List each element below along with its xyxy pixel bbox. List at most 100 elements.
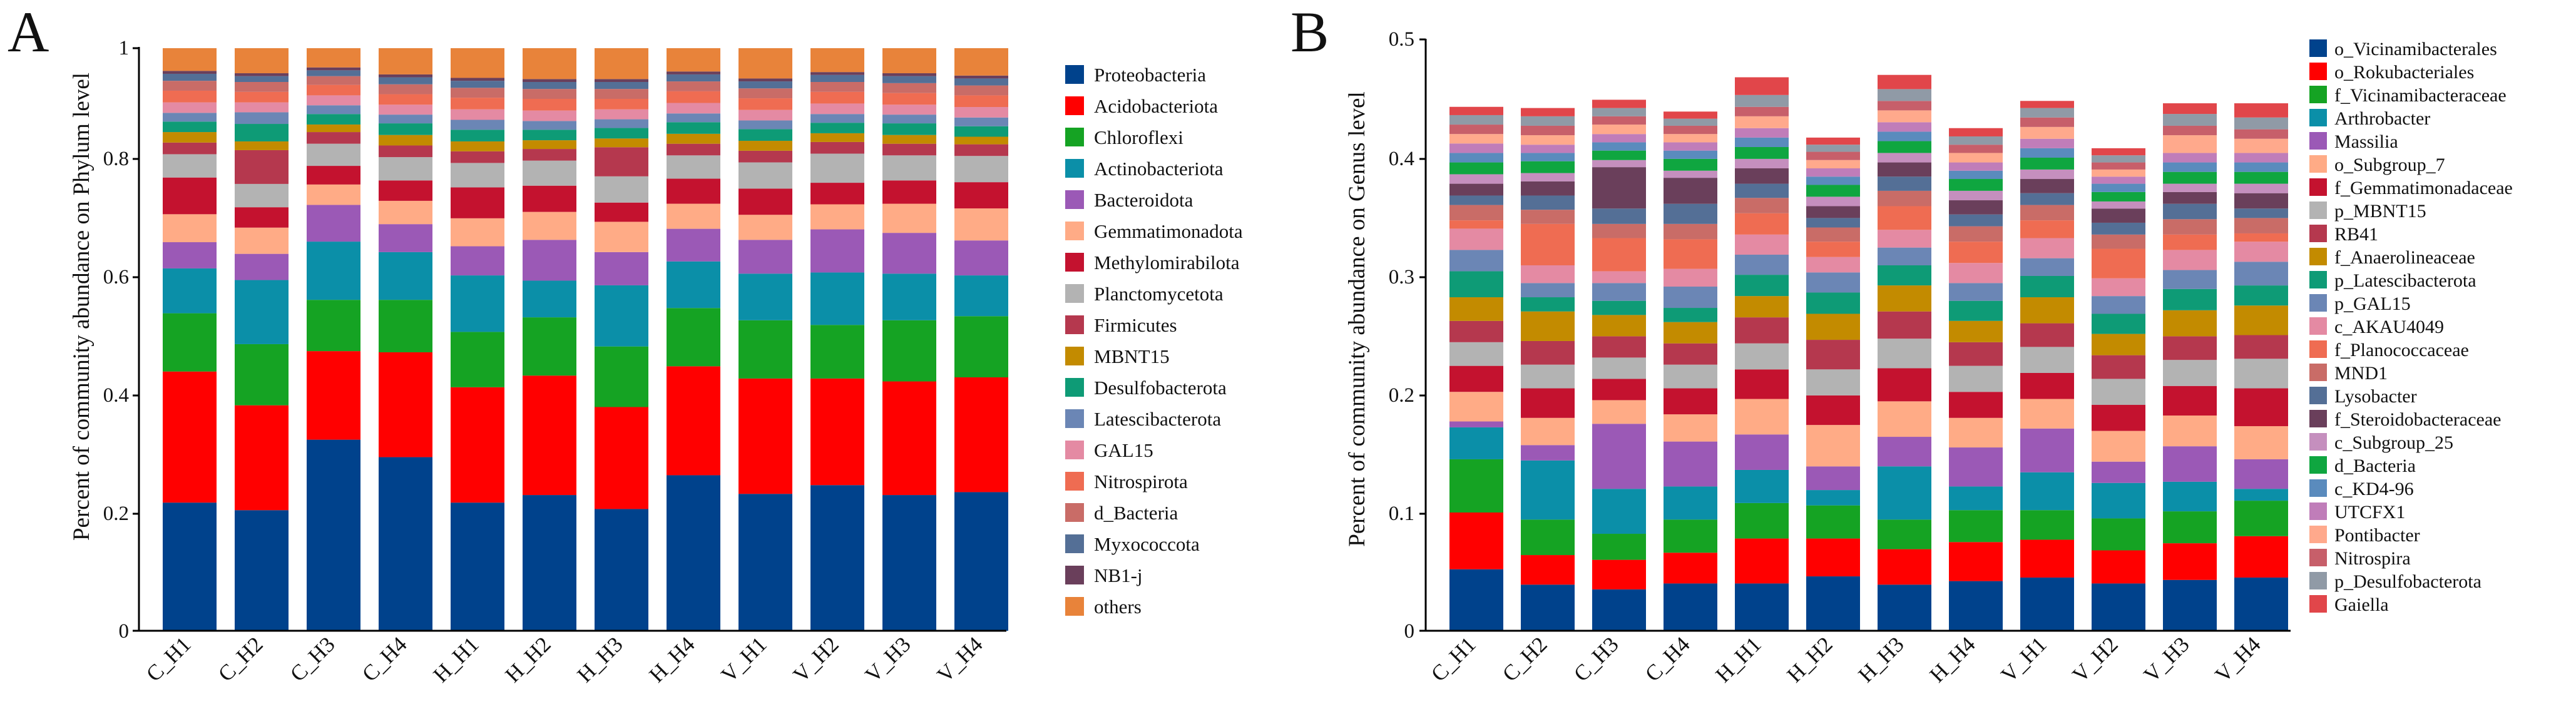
legend-swatch bbox=[2309, 387, 2327, 404]
panel-a-bar-segment bbox=[954, 78, 1008, 86]
panel-a-bar-segment bbox=[667, 261, 720, 309]
panel-b-bar-segment bbox=[1449, 342, 1503, 366]
panel-b-bar-segment bbox=[2163, 114, 2217, 126]
panel-b-bar-segment bbox=[1949, 128, 2003, 136]
panel-a-ytick-label: 0.6 bbox=[103, 266, 129, 288]
panel-b-bar-segment bbox=[1878, 247, 1931, 265]
panel-b-bar-segment bbox=[1949, 242, 2003, 263]
panel-b-bar-segment bbox=[1664, 388, 1717, 415]
panel-a-bar-segment bbox=[595, 202, 648, 222]
panel-b-bar-segment bbox=[1449, 125, 1503, 135]
panel-b-bar-segment bbox=[2163, 135, 2217, 153]
panel-a-bar-segment bbox=[523, 185, 576, 212]
legend-label: Myxococcota bbox=[1094, 533, 1200, 555]
panel-b-bar-segment bbox=[2163, 446, 2217, 482]
panel-b-bar-segment bbox=[1592, 300, 1646, 315]
panel-a-bar-segment bbox=[595, 138, 648, 148]
panel-b-bar-segment bbox=[1521, 460, 1575, 520]
panel-a-bar-segment bbox=[595, 89, 648, 99]
panel-b-bar-segment bbox=[2092, 461, 2145, 483]
panel-a-bar-segment bbox=[307, 143, 360, 166]
panel-a-bar-segment bbox=[739, 98, 792, 110]
panel-b-bar-segment bbox=[1949, 179, 2003, 191]
legend-label: c_Subgroup_25 bbox=[2334, 432, 2453, 453]
panel-b-bar-segment bbox=[1521, 555, 1575, 585]
panel-b-bar-segment bbox=[2234, 426, 2288, 459]
panel-a-bar-segment bbox=[451, 81, 504, 88]
panel-a-bar-segment bbox=[163, 73, 217, 81]
panel-b-bar-segment bbox=[2092, 176, 2145, 184]
panel-a-bar-segment bbox=[595, 82, 648, 89]
legend-swatch bbox=[2309, 63, 2327, 80]
panel-a-bar-segment bbox=[667, 143, 720, 156]
panel-a-bar-segment bbox=[379, 252, 432, 300]
panel-b-legend: o_Vicinamibacterales o_Rokubacteriales f… bbox=[2309, 39, 2513, 615]
panel-a-bar-segment bbox=[882, 320, 936, 382]
panel-b-bar-segment bbox=[1878, 401, 1931, 437]
panel-a-bar-segment bbox=[810, 114, 864, 123]
panel-a-bar-segment bbox=[810, 48, 864, 73]
panel-b-bar-segment bbox=[1878, 339, 1931, 369]
panel-a-ytick-label: 0.4 bbox=[103, 384, 129, 407]
panel-a-bar-segment bbox=[163, 214, 217, 243]
panel-b-bar-segment bbox=[1592, 134, 1646, 143]
panel-b-bar-segment bbox=[2234, 262, 2288, 286]
panel-a-bar-segment bbox=[451, 218, 504, 247]
panel-a-bar-segment bbox=[595, 119, 648, 128]
panel-b-bar-segment bbox=[1949, 145, 2003, 153]
panel-a-bar-segment bbox=[163, 132, 217, 143]
panel-a-bar-segment bbox=[307, 184, 360, 205]
panel-a-bar-segment bbox=[235, 344, 289, 405]
panel-b-xtick-label: V_H4 bbox=[2211, 632, 2266, 687]
panel-b-bar-segment bbox=[1735, 158, 1789, 169]
panel-a-bar-segment bbox=[451, 120, 504, 130]
panel-a-xtick-label: H_H1 bbox=[429, 632, 484, 687]
panel-a-bar-segment bbox=[882, 495, 936, 631]
panel-a-bar-segment bbox=[451, 187, 504, 218]
panel-b-bar-segment bbox=[2020, 220, 2074, 238]
panel-a-xtick-label: C_H3 bbox=[285, 632, 340, 686]
panel-a-bar-segment bbox=[739, 88, 792, 99]
panel-b-bar-segment bbox=[1592, 379, 1646, 400]
panel-a-bar-segment bbox=[379, 123, 432, 135]
panel-a-bar-segment bbox=[954, 75, 1008, 79]
panel-b-bar-segment bbox=[1806, 505, 1860, 539]
panel-b-bar-segment bbox=[1806, 176, 1860, 185]
panel-b-bar-segment bbox=[2092, 148, 2145, 156]
panel-b-bar-segment bbox=[1949, 542, 2003, 581]
panel-b-bar-segment bbox=[1949, 162, 2003, 171]
panel-a-bar-segment bbox=[451, 246, 504, 276]
panel-b-bar-segment bbox=[2163, 153, 2217, 163]
panel-b-bar-segment bbox=[1592, 208, 1646, 224]
panel-b-bar-segment bbox=[1664, 111, 1717, 119]
panel-b-bar-segment bbox=[2163, 288, 2217, 310]
panel-a-bar-segment bbox=[379, 115, 432, 124]
legend-label: NB1-j bbox=[1094, 564, 1143, 586]
panel-a-bar-segment bbox=[523, 48, 576, 79]
panel-b-bar-segment bbox=[1949, 200, 2003, 215]
panel-a-bar-segment bbox=[235, 183, 289, 208]
panel-b-bar-segment bbox=[1878, 141, 1931, 153]
panel-b-bar-segment bbox=[1449, 162, 1503, 175]
panel-b-bar-segment bbox=[1735, 583, 1789, 631]
panel-a-bar-segment bbox=[307, 95, 360, 106]
panel-b-bar-segment bbox=[2020, 238, 2074, 258]
panel-b-y-ticks: 0 0.1 0.2 0.3 0.4 0.5 bbox=[1389, 28, 1414, 643]
panel-a-bar-segment bbox=[523, 240, 576, 281]
panel-b-bar-segment bbox=[1521, 364, 1575, 389]
panel-b-bar-segment bbox=[1806, 185, 1860, 197]
legend-swatch bbox=[2309, 86, 2327, 103]
panel-a-bar-segment bbox=[235, 141, 289, 150]
panel-b-bar-segment bbox=[2163, 336, 2217, 360]
panel-b-bar-segment bbox=[1949, 214, 2003, 227]
panel-a-bar-segment bbox=[235, 280, 289, 344]
panel-b-bar-segment bbox=[1878, 74, 1931, 89]
panel-b-bar-segment bbox=[1735, 434, 1789, 470]
panel-a-bar-segment bbox=[882, 48, 936, 74]
panel-b-bar-segment bbox=[2092, 169, 2145, 177]
legend-swatch bbox=[2309, 39, 2327, 57]
legend-swatch bbox=[2309, 201, 2327, 219]
panel-a-bar-segment bbox=[810, 229, 864, 273]
legend-label: Firmicutes bbox=[1094, 314, 1177, 336]
panel-b-bar-segment bbox=[1664, 203, 1717, 224]
